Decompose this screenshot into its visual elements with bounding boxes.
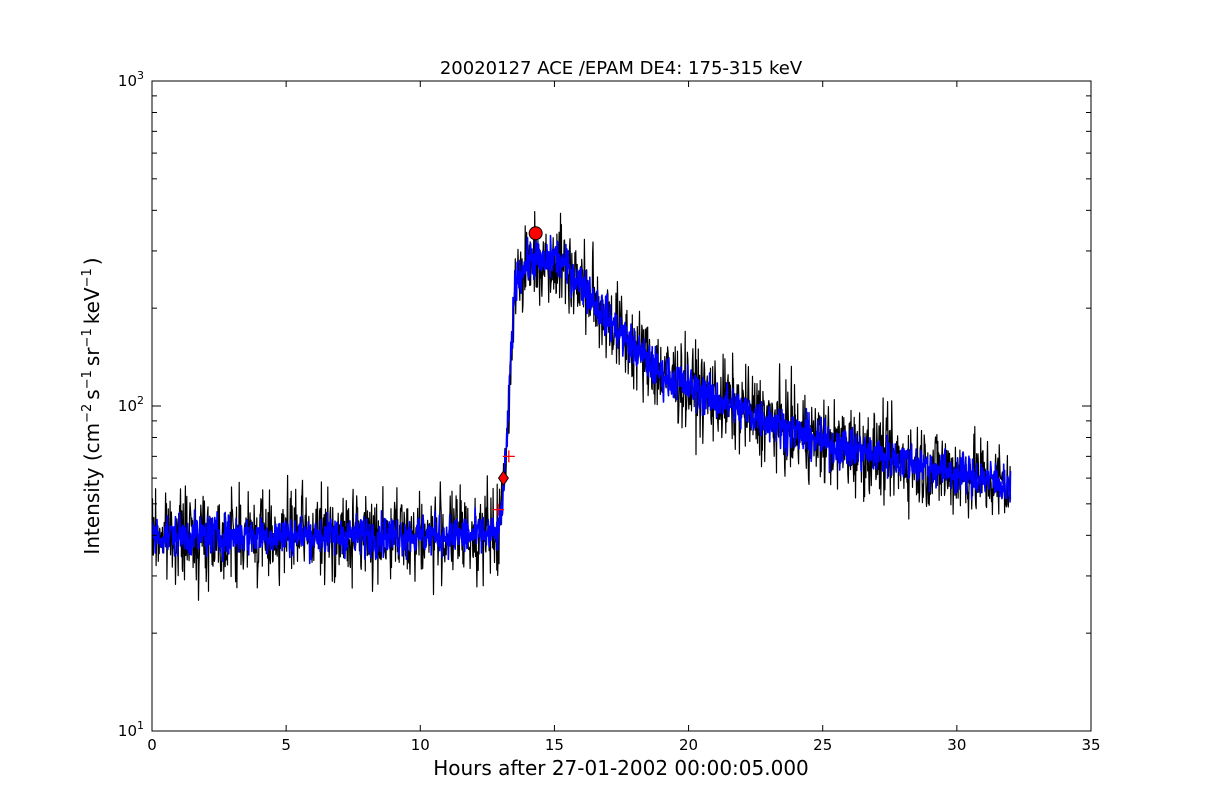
marker-onset-diamond — [497, 470, 509, 486]
chart-title: 20020127 ACE /EPAM DE4: 175-315 keV — [440, 58, 803, 79]
marker-plus-2 — [502, 450, 515, 463]
series-line-smoothed — [151, 234, 1012, 565]
y-tick-label: 101 — [118, 719, 144, 740]
y-tick-label: 102 — [118, 394, 144, 415]
x-tick-label: 35 — [1081, 736, 1100, 754]
y-tick-label: 103 — [118, 69, 144, 90]
x-tick-label: 5 — [281, 736, 291, 754]
tick-layer: 0 5 10 15 20 25 30 35 101 102 103 — [118, 69, 1101, 754]
y-axis-label: Intensity (cm−2s−1sr−1keV−1) — [80, 257, 104, 554]
marker-peak-circle — [528, 226, 543, 241]
x-tick-label: 25 — [813, 736, 832, 754]
x-tick-label: 10 — [411, 736, 430, 754]
x-tick-label: 0 — [147, 736, 157, 754]
series-layer — [151, 211, 1012, 601]
x-tick-label: 20 — [679, 736, 698, 754]
x-tick-label: 15 — [545, 736, 564, 754]
marker-plus-3 — [492, 503, 505, 516]
x-axis-label: Hours after 27-01-2002 00:00:05.000 — [433, 756, 809, 780]
x-tick-label: 30 — [947, 736, 966, 754]
marker-layer — [492, 226, 543, 516]
